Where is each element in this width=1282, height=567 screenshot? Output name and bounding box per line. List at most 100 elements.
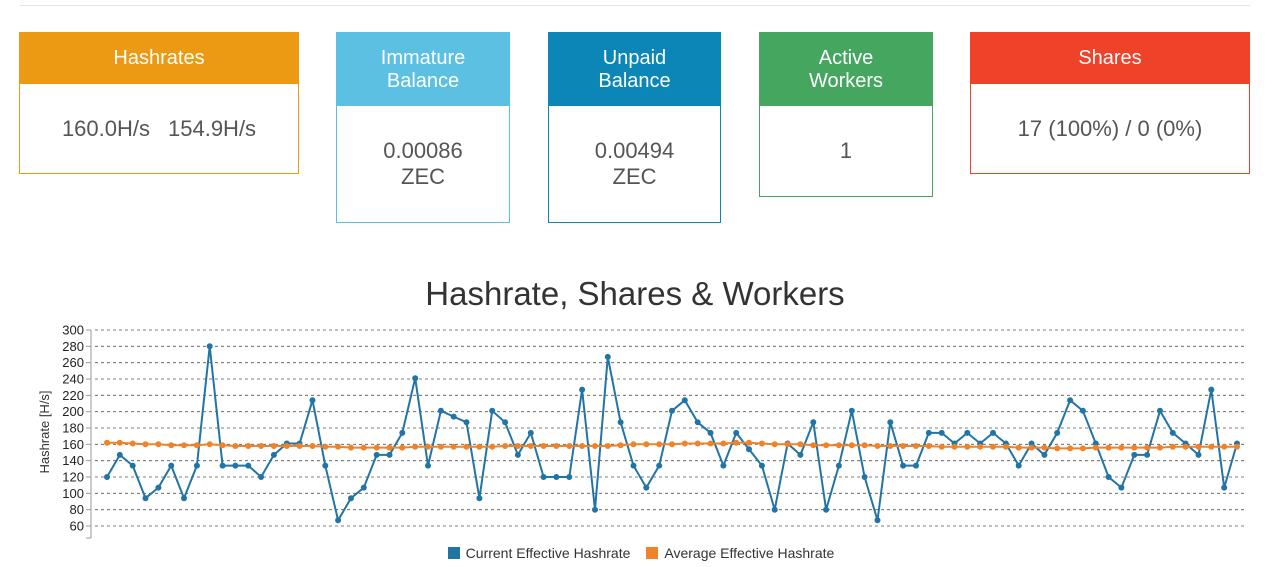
data-point[interactable] — [810, 442, 817, 449]
data-point[interactable] — [193, 442, 200, 449]
data-point[interactable] — [579, 443, 586, 449]
data-point[interactable] — [990, 443, 996, 450]
data-point[interactable] — [1208, 386, 1215, 393]
data-point[interactable] — [810, 419, 817, 426]
data-point[interactable] — [951, 443, 958, 450]
data-point[interactable] — [168, 442, 175, 449]
data-point[interactable] — [1015, 462, 1022, 469]
data-point[interactable] — [707, 440, 714, 447]
data-point[interactable] — [771, 506, 778, 513]
data-point[interactable] — [733, 429, 740, 436]
data-point[interactable] — [579, 386, 586, 393]
data-point[interactable] — [116, 439, 123, 446]
data-point[interactable] — [232, 443, 239, 449]
data-point[interactable] — [489, 407, 496, 414]
data-point[interactable] — [476, 495, 483, 502]
data-point[interactable] — [270, 443, 277, 449]
data-point[interactable] — [758, 440, 765, 447]
data-point[interactable] — [1015, 444, 1022, 451]
data-point[interactable] — [874, 443, 881, 449]
data-point[interactable] — [990, 429, 996, 436]
data-point[interactable] — [1079, 445, 1086, 452]
data-point[interactable] — [1157, 407, 1163, 414]
data-point[interactable] — [1169, 443, 1176, 450]
data-point[interactable] — [450, 443, 457, 450]
data-point[interactable] — [1208, 443, 1215, 450]
data-point[interactable] — [373, 451, 380, 458]
data-point[interactable] — [155, 441, 162, 448]
data-point[interactable] — [258, 474, 265, 480]
data-point[interactable] — [1195, 443, 1202, 450]
data-point[interactable] — [592, 506, 598, 513]
data-point[interactable] — [181, 495, 187, 502]
data-point[interactable] — [566, 443, 573, 449]
data-point[interactable] — [925, 429, 932, 436]
data-point[interactable] — [720, 462, 727, 469]
data-point[interactable] — [1144, 451, 1151, 458]
data-point[interactable] — [1105, 444, 1112, 451]
data-point[interactable] — [206, 441, 213, 448]
data-point[interactable] — [643, 484, 650, 491]
data-point[interactable] — [553, 474, 560, 480]
data-point[interactable] — [270, 451, 277, 458]
data-point[interactable] — [1221, 443, 1228, 450]
data-point[interactable] — [669, 441, 675, 448]
data-point[interactable] — [1041, 444, 1048, 451]
data-point[interactable] — [373, 444, 380, 451]
data-point[interactable] — [887, 419, 894, 426]
data-point[interactable] — [386, 444, 393, 451]
data-point[interactable] — [604, 443, 611, 449]
data-point[interactable] — [669, 407, 675, 414]
data-point[interactable] — [437, 407, 444, 414]
data-point[interactable] — [733, 439, 740, 446]
data-point[interactable] — [502, 419, 509, 426]
data-point[interactable] — [1118, 484, 1125, 491]
data-point[interactable] — [104, 474, 110, 480]
data-point[interactable] — [425, 443, 431, 450]
data-point[interactable] — [142, 441, 149, 448]
data-point[interactable] — [1079, 407, 1086, 414]
data-point[interactable] — [1157, 444, 1163, 451]
data-point[interactable] — [964, 429, 971, 436]
data-point[interactable] — [1182, 443, 1189, 450]
data-point[interactable] — [797, 451, 804, 458]
data-point[interactable] — [1054, 429, 1061, 436]
data-point[interactable] — [784, 441, 791, 448]
data-point[interactable] — [258, 443, 265, 449]
data-point[interactable] — [335, 517, 342, 524]
data-point[interactable] — [823, 506, 830, 513]
data-point[interactable] — [129, 462, 136, 469]
data-point[interactable] — [874, 517, 881, 524]
data-point[interactable] — [360, 444, 367, 451]
data-point[interactable] — [848, 442, 855, 449]
data-point[interactable] — [296, 443, 303, 449]
data-point[interactable] — [463, 419, 470, 426]
data-point[interactable] — [823, 442, 830, 449]
data-point[interactable] — [399, 444, 406, 451]
legend-item-average[interactable]: Average Effective Hashrate — [646, 545, 834, 561]
data-point[interactable] — [604, 353, 611, 360]
data-point[interactable] — [283, 443, 290, 449]
data-point[interactable] — [514, 451, 521, 458]
data-point[interactable] — [399, 429, 406, 436]
data-point[interactable] — [861, 474, 868, 480]
data-point[interactable] — [450, 413, 457, 420]
data-point[interactable] — [925, 443, 932, 449]
data-point[interactable] — [746, 439, 752, 446]
data-point[interactable] — [309, 397, 316, 404]
data-point[interactable] — [964, 443, 971, 450]
data-point[interactable] — [746, 446, 752, 453]
data-point[interactable] — [129, 440, 136, 447]
data-point[interactable] — [322, 443, 329, 450]
data-point[interactable] — [630, 441, 637, 448]
data-point[interactable] — [1234, 443, 1240, 450]
data-point[interactable] — [694, 419, 701, 426]
data-point[interactable] — [656, 441, 663, 448]
data-point[interactable] — [386, 451, 393, 458]
data-point[interactable] — [553, 443, 560, 449]
data-point[interactable] — [1144, 444, 1151, 451]
data-point[interactable] — [681, 440, 688, 447]
data-point[interactable] — [502, 443, 509, 449]
data-point[interactable] — [1067, 445, 1074, 452]
data-point[interactable] — [1002, 443, 1009, 450]
